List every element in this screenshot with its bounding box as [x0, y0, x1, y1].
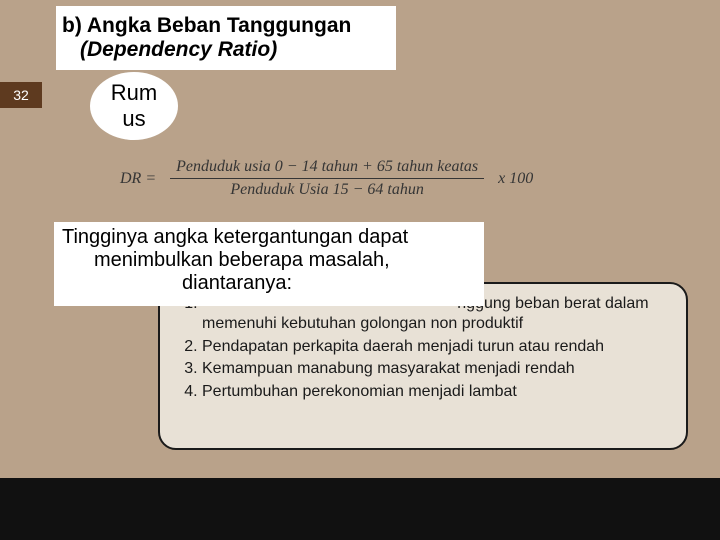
intro-line1: Tingginya angka ketergantungan dapat: [62, 226, 476, 249]
formula-lhs: DR =: [120, 170, 156, 188]
rumus-line1: Rum: [111, 80, 157, 106]
rumus-line2: us: [122, 106, 145, 132]
formula: DR = Penduduk usia 0 − 14 tahun + 65 tah…: [120, 158, 700, 199]
intro-line2: menimbulkan beberapa masalah,: [62, 249, 476, 272]
bottom-bar: [0, 478, 720, 540]
problems-list: Penduduk usia produktif akan menanggung …: [176, 294, 670, 402]
list-item: Kemampuan manabung masyarakat menjadi re…: [202, 359, 670, 379]
intro-line3: diantaranya:: [62, 272, 476, 295]
title-box: b) Angka Beban Tanggungan (Dependency Ra…: [56, 6, 396, 70]
problems-panel: Penduduk usia produktif akan menanggung …: [158, 282, 688, 450]
formula-fraction: Penduduk usia 0 − 14 tahun + 65 tahun ke…: [170, 158, 484, 199]
title-line2: (Dependency Ratio): [62, 38, 396, 62]
formula-denominator: Penduduk Usia 15 − 64 tahun: [170, 179, 484, 199]
list-item: Pertumbuhan perekonomian menjadi lambat: [202, 382, 670, 402]
list-item: Pendapatan perkapita daerah menjadi turu…: [202, 337, 670, 357]
formula-numerator: Penduduk usia 0 − 14 tahun + 65 tahun ke…: [170, 158, 484, 179]
formula-rhs: x 100: [498, 170, 533, 188]
page-number-badge: 32: [0, 82, 42, 108]
intro-box: Tingginya angka ketergantungan dapat men…: [54, 222, 484, 306]
rumus-oval: Rum us: [90, 72, 178, 140]
title-line1: b) Angka Beban Tanggungan: [62, 14, 396, 38]
